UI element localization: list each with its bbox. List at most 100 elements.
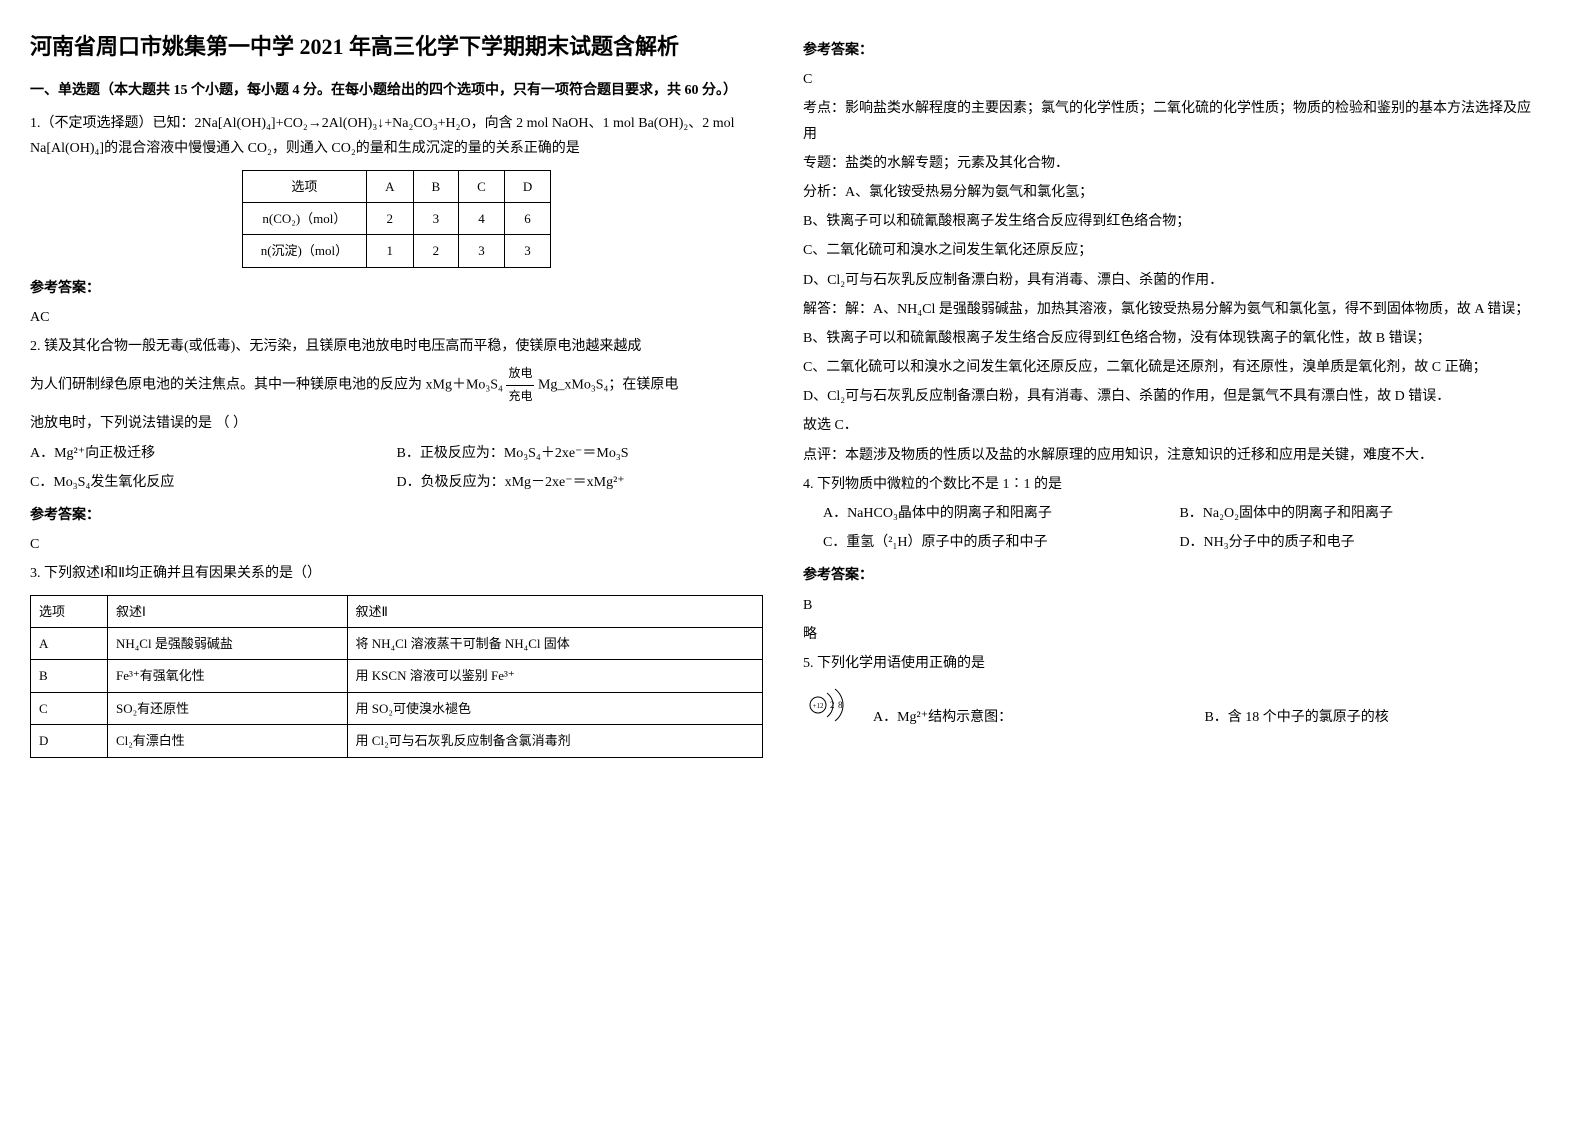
q3-zhuanti: 专题：盐类的水解专题；元素及其化合物．	[803, 151, 1536, 176]
cell: n(CO₂)（mol）	[242, 202, 366, 234]
cell: 3	[413, 202, 459, 234]
cell: n(沉淀)（mol）	[242, 235, 366, 267]
q1-answer: AC	[30, 305, 763, 330]
cell: 将 NH₄Cl 溶液蒸干可制备 NH₄Cl 固体	[347, 628, 762, 660]
q3-stem: 3. 下列叙述Ⅰ和Ⅱ均正确并且有因果关系的是（）	[30, 561, 763, 586]
cell: NH₄Cl 是强酸弱碱盐	[107, 628, 347, 660]
cell: 4	[459, 202, 505, 234]
q4-optA: A．NaHCO₃晶体中的阴离子和阳离子	[803, 501, 1179, 526]
cell: B	[413, 170, 459, 202]
q4-options-row1: A．NaHCO₃晶体中的阴离子和阳离子 B．Na₂O₂固体中的阴离子和阳离子	[803, 501, 1536, 526]
cell: 3	[504, 235, 550, 267]
q1-table: 选项 A B C D n(CO₂)（mol） 2 3 4 6 n(沉淀)（mol…	[242, 170, 552, 268]
part1-header: 一、单选题（本大题共 15 个小题，每小题 4 分。在每小题给出的四个选项中，只…	[30, 78, 763, 103]
q2-stem-line1: 2. 镁及其化合物一般无毒(或低毒)、无污染，且镁原电池放电时电压高而平稳，使镁…	[30, 334, 763, 359]
q5-options-row: +12 2 8 A．Mg²⁺结构示意图： B．含 18 个中子的氯原子的核	[803, 680, 1536, 730]
cell: 选项	[242, 170, 366, 202]
cell: 用 KSCN 溶液可以鉴别 Fe³⁺	[347, 660, 762, 692]
jieda-label: 解答：解：	[803, 302, 873, 317]
right-column: 参考答案： C 考点：影响盐类水解程度的主要因素；氯气的化学性质；二氧化硫的化学…	[803, 30, 1536, 766]
cell: 2	[367, 202, 413, 234]
document-title: 河南省周口市姚集第一中学 2021 年高三化学下学期期末试题含解析	[30, 30, 763, 63]
cell: 用 Cl₂可与石灰乳反应制备含氯消毒剂	[347, 725, 762, 757]
q3-jieda-D: D、Cl₂可与石灰乳反应制备漂白粉，具有消毒、漂白、杀菌的作用，但是氯气不具有漂…	[803, 384, 1536, 409]
q4-lue: 略	[803, 622, 1536, 647]
q2-answer: C	[30, 532, 763, 557]
q4-options-row2: C．重氢（²₁H）原子中的质子和中子 D．NH₃分子中的质子和电子	[803, 530, 1536, 555]
cell: C	[31, 692, 108, 724]
q4-optD: D．NH₃分子中的质子和电子	[1179, 530, 1535, 555]
cell: 1	[367, 235, 413, 267]
table-row: C SO₂有还原性 用 SO₂可使溴水褪色	[31, 692, 763, 724]
cell: 叙述Ⅱ	[347, 595, 762, 627]
q3-jieda-C: C、二氧化硫可以和溴水之间发生氧化还原反应，二氧化硫是还原剂，有还原性，溴单质是…	[803, 355, 1536, 380]
q3-fenxi-A: 分析：A、氯化铵受热易分解为氨气和氯化氢；	[803, 180, 1536, 205]
table-row: B Fe³⁺有强氧化性 用 KSCN 溶液可以鉴别 Fe³⁺	[31, 660, 763, 692]
frac-bot: 充电	[506, 386, 534, 408]
reaction-arrow: 放电 充电	[506, 363, 534, 407]
cell: SO₂有还原性	[107, 692, 347, 724]
q4-optB: B．Na₂O₂固体中的阴离子和阳离子	[1179, 501, 1535, 526]
cell: 3	[459, 235, 505, 267]
cell: Fe³⁺有强氧化性	[107, 660, 347, 692]
q3-answer: C	[803, 67, 1536, 92]
q3-dianping: 点评：本题涉及物质的性质以及盐的水解原理的应用知识，注意知识的迁移和应用是关键，…	[803, 443, 1536, 468]
q5-optB: B．含 18 个中子的氯原子的核	[1204, 705, 1535, 730]
cell: A	[31, 628, 108, 660]
atom-shell1-text: 2	[830, 700, 835, 710]
q4-optC: C．重氢（²₁H）原子中的质子和中子	[803, 530, 1179, 555]
fenxi-label: 分析：	[803, 185, 845, 200]
atom-shell2-text: 8	[838, 700, 843, 710]
atom-structure-icon: +12 2 8	[803, 680, 853, 730]
table-row: A NH₄Cl 是强酸弱碱盐 将 NH₄Cl 溶液蒸干可制备 NH₄Cl 固体	[31, 628, 763, 660]
q2-stem-line2: 为人们研制绿色原电池的关注焦点。其中一种镁原电池的反应为 xMg＋Mo₃S₄ 放…	[30, 363, 763, 407]
cell: D	[504, 170, 550, 202]
cell: 6	[504, 202, 550, 234]
cell: 用 SO₂可使溴水褪色	[347, 692, 762, 724]
jieda-A-text: A、NH₄Cl 是强酸弱碱盐，加热其溶液，氯化铵受热易分解为氨气和氯化氢，得不到…	[873, 302, 1529, 317]
table-row: D Cl₂有漂白性 用 Cl₂可与石灰乳反应制备含氯消毒剂	[31, 725, 763, 757]
cell: C	[459, 170, 505, 202]
q3-guxuan: 故选 C．	[803, 413, 1536, 438]
cell: B	[31, 660, 108, 692]
q2-stem-b: 为人们研制绿色原电池的关注焦点。其中一种镁原电池的反应为 xMg＋Mo₃S₄	[30, 378, 503, 393]
q2-optB: B．正极反应为：Mo₃S₄＋2xe⁻＝Mo₃S	[396, 441, 762, 466]
left-column: 河南省周口市姚集第一中学 2021 年高三化学下学期期末试题含解析 一、单选题（…	[30, 30, 763, 766]
answer-label: 参考答案：	[803, 38, 1536, 63]
table-row: n(沉淀)（mol） 1 2 3 3	[242, 235, 551, 267]
q2-optC: C．Mo₃S₄发生氧化反应	[30, 470, 396, 495]
cell: A	[367, 170, 413, 202]
q3-kaodian: 考点：影响盐类水解程度的主要因素；氯气的化学性质；二氧化硫的化学性质；物质的检验…	[803, 96, 1536, 146]
atom-core-text: +12	[812, 702, 823, 710]
table-header-row: 选项 叙述Ⅰ 叙述Ⅱ	[31, 595, 763, 627]
q5-optA: A．Mg²⁺结构示意图：	[853, 705, 1204, 730]
fenxi-A-text: A、氯化铵受热易分解为氨气和氯化氢；	[845, 185, 1093, 200]
frac-top: 放电	[506, 363, 534, 386]
q3-fenxi-B: B、铁离子可以和硫氰酸根离子发生络合反应得到红色络合物；	[803, 209, 1536, 234]
answer-label: 参考答案：	[30, 276, 763, 301]
q2-optD: D．负极反应为：xMg－2xe⁻＝xMg²⁺	[396, 470, 762, 495]
q3-table: 选项 叙述Ⅰ 叙述Ⅱ A NH₄Cl 是强酸弱碱盐 将 NH₄Cl 溶液蒸干可制…	[30, 595, 763, 758]
q2-stem-line3: 池放电时，下列说法错误的是 （ ）	[30, 411, 763, 436]
q5-stem: 5. 下列化学用语使用正确的是	[803, 651, 1536, 676]
q4-answer: B	[803, 593, 1536, 618]
answer-label: 参考答案：	[803, 563, 1536, 588]
cell: 选项	[31, 595, 108, 627]
q3-jieda-A: 解答：解：A、NH₄Cl 是强酸弱碱盐，加热其溶液，氯化铵受热易分解为氨气和氯化…	[803, 297, 1536, 322]
q2-optA: A．Mg²⁺向正极迁移	[30, 441, 396, 466]
q3-fenxi-C: C、二氧化硫可和溴水之间发生氧化还原反应；	[803, 238, 1536, 263]
cell: 2	[413, 235, 459, 267]
q2-options-row1: A．Mg²⁺向正极迁移 B．正极反应为：Mo₃S₄＋2xe⁻＝Mo₃S	[30, 441, 763, 466]
q2-stem-c: Mg_xMo₃S₄；在镁原电	[538, 378, 678, 393]
q2-options-row2: C．Mo₃S₄发生氧化反应 D．负极反应为：xMg－2xe⁻＝xMg²⁺	[30, 470, 763, 495]
q3-fenxi-D: D、Cl₂可与石灰乳反应制备漂白粉，具有消毒、漂白、杀菌的作用．	[803, 268, 1536, 293]
cell: D	[31, 725, 108, 757]
q1-stem: 1.（不定项选择题）已知：2Na[Al(OH)₄]+CO₂→2Al(OH)₃↓+…	[30, 111, 763, 161]
table-row: 选项 A B C D	[242, 170, 551, 202]
table-row: n(CO₂)（mol） 2 3 4 6	[242, 202, 551, 234]
q4-stem: 4. 下列物质中微粒的个数比不是 1∶1 的是	[803, 472, 1536, 497]
answer-label: 参考答案：	[30, 503, 763, 528]
cell: 叙述Ⅰ	[107, 595, 347, 627]
cell: Cl₂有漂白性	[107, 725, 347, 757]
q3-jieda-B: B、铁离子可以和硫氰酸根离子发生络合反应得到红色络合物，没有体现铁离子的氧化性，…	[803, 326, 1536, 351]
